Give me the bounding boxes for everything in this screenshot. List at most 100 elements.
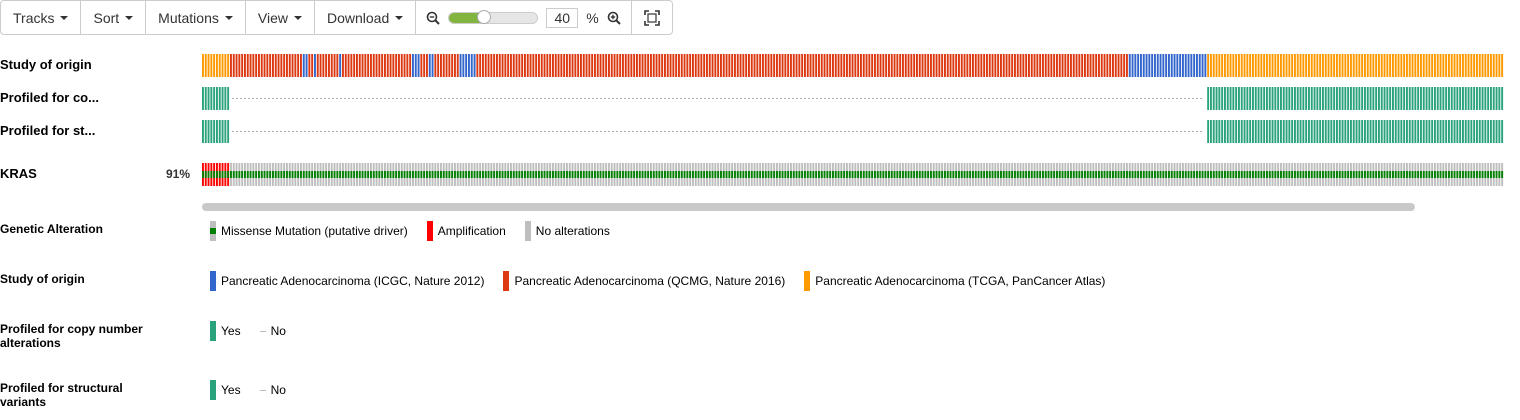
study-cell[interactable]	[941, 54, 944, 77]
kras-missense-mark[interactable]	[434, 171, 437, 178]
kras-missense-mark[interactable]	[960, 171, 963, 178]
study-cell[interactable]	[745, 54, 748, 77]
kras-missense-mark[interactable]	[756, 171, 759, 178]
profiled-sv-cell[interactable]	[1439, 120, 1442, 143]
profiled-sv-cell[interactable]	[1369, 120, 1372, 143]
kras-missense-mark[interactable]	[507, 171, 510, 178]
sort-menu-button[interactable]: Sort	[81, 1, 147, 34]
kras-missense-mark[interactable]	[1187, 171, 1190, 178]
study-cell[interactable]	[1260, 54, 1263, 77]
kras-missense-mark[interactable]	[711, 171, 714, 178]
profiled-cna-cell[interactable]	[1364, 87, 1366, 110]
kras-missense-mark[interactable]	[820, 171, 823, 178]
study-cell[interactable]	[330, 54, 333, 77]
kras-missense-mark[interactable]	[300, 171, 302, 178]
kras-missense-mark[interactable]	[697, 171, 700, 178]
study-cell[interactable]	[1316, 54, 1319, 77]
study-cell[interactable]	[1182, 54, 1184, 77]
kras-missense-mark[interactable]	[1246, 171, 1249, 178]
kras-missense-mark[interactable]	[1092, 171, 1095, 178]
profiled-cna-cell[interactable]	[204, 87, 207, 110]
kras-missense-mark[interactable]	[1030, 171, 1033, 178]
profiled-sv-cell[interactable]	[227, 120, 230, 143]
profiled-cna-cell[interactable]	[1389, 87, 1392, 110]
kras-missense-mark[interactable]	[594, 171, 596, 178]
kras-missense-mark[interactable]	[1154, 171, 1156, 178]
profiled-cna-cell[interactable]	[1495, 87, 1498, 110]
profiled-sv-cell[interactable]	[1207, 120, 1210, 143]
study-cell[interactable]	[1341, 54, 1344, 77]
kras-missense-mark[interactable]	[840, 171, 843, 178]
study-cell[interactable]	[1086, 54, 1089, 77]
kras-missense-mark[interactable]	[1490, 171, 1492, 178]
study-cell[interactable]	[1109, 54, 1112, 77]
study-cell[interactable]	[230, 54, 232, 77]
kras-missense-mark[interactable]	[1126, 171, 1128, 178]
study-cell[interactable]	[423, 54, 426, 77]
kras-missense-mark[interactable]	[266, 171, 269, 178]
study-cell[interactable]	[1327, 54, 1330, 77]
profiled-sv-cell[interactable]	[218, 120, 221, 143]
kras-missense-mark[interactable]	[302, 171, 305, 178]
study-cell[interactable]	[342, 54, 344, 77]
study-cell[interactable]	[798, 54, 801, 77]
study-cell[interactable]	[966, 54, 969, 77]
kras-missense-mark[interactable]	[753, 171, 756, 178]
study-cell[interactable]	[910, 54, 913, 77]
kras-missense-mark[interactable]	[1369, 171, 1372, 178]
study-cell[interactable]	[213, 54, 216, 77]
kras-missense-mark[interactable]	[672, 171, 675, 178]
study-cell[interactable]	[1092, 54, 1095, 77]
kras-missense-mark[interactable]	[202, 171, 204, 178]
kras-missense-mark[interactable]	[322, 171, 325, 178]
study-cell[interactable]	[210, 54, 213, 77]
oncoprint-grid[interactable]	[0, 0, 1520, 200]
kras-missense-mark[interactable]	[1000, 171, 1002, 178]
profiled-sv-cell[interactable]	[1498, 120, 1501, 143]
kras-missense-mark[interactable]	[1016, 171, 1019, 178]
study-cell[interactable]	[834, 54, 837, 77]
kras-missense-mark[interactable]	[893, 171, 896, 178]
study-cell[interactable]	[904, 54, 907, 77]
study-cell[interactable]	[468, 54, 470, 77]
kras-missense-mark[interactable]	[325, 171, 328, 178]
study-cell[interactable]	[1126, 54, 1128, 77]
kras-missense-mark[interactable]	[216, 171, 218, 178]
profiled-cna-cell[interactable]	[1344, 87, 1347, 110]
kras-missense-mark[interactable]	[496, 171, 498, 178]
kras-missense-mark[interactable]	[1114, 171, 1117, 178]
profiled-sv-cell[interactable]	[1302, 120, 1305, 143]
profiled-sv-cell[interactable]	[1453, 120, 1456, 143]
study-cell[interactable]	[801, 54, 804, 77]
study-cell[interactable]	[417, 54, 420, 77]
kras-missense-mark[interactable]	[224, 171, 227, 178]
profiled-sv-cell[interactable]	[1481, 120, 1484, 143]
study-cell[interactable]	[1204, 54, 1207, 77]
study-cell[interactable]	[776, 54, 778, 77]
study-cell[interactable]	[398, 54, 400, 77]
kras-missense-mark[interactable]	[241, 171, 244, 178]
kras-missense-mark[interactable]	[1422, 171, 1425, 178]
kras-missense-mark[interactable]	[344, 171, 347, 178]
study-cell[interactable]	[1492, 54, 1495, 77]
kras-missense-mark[interactable]	[764, 171, 767, 178]
kras-missense-mark[interactable]	[1344, 171, 1347, 178]
profiled-sv-cell[interactable]	[1263, 120, 1266, 143]
profiled-sv-cell[interactable]	[1280, 120, 1282, 143]
kras-missense-mark[interactable]	[1232, 171, 1235, 178]
kras-missense-mark[interactable]	[1310, 171, 1313, 178]
study-cell[interactable]	[280, 54, 283, 77]
study-cell[interactable]	[935, 54, 938, 77]
kras-missense-mark[interactable]	[946, 171, 949, 178]
profiled-cna-cell[interactable]	[1310, 87, 1313, 110]
kras-missense-mark[interactable]	[1397, 171, 1400, 178]
study-cell[interactable]	[588, 54, 591, 77]
kras-missense-mark[interactable]	[1207, 171, 1210, 178]
kras-missense-mark[interactable]	[465, 171, 468, 178]
profiled-cna-cell[interactable]	[1366, 87, 1369, 110]
study-cell[interactable]	[227, 54, 230, 77]
kras-missense-mark[interactable]	[353, 171, 356, 178]
kras-missense-mark[interactable]	[263, 171, 266, 178]
study-cell[interactable]	[370, 54, 372, 77]
kras-missense-mark[interactable]	[725, 171, 728, 178]
